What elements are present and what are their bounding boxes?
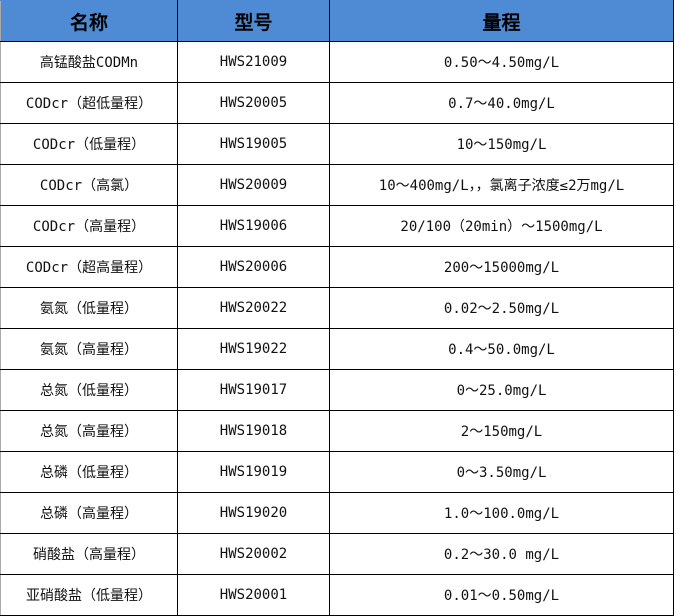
table-row: 氨氮（高量程） HWS19022 0.4～50.0mg/L xyxy=(0,328,674,370)
cell-name: 总磷（高量程） xyxy=(0,492,178,534)
cell-name: 总氮（高量程） xyxy=(0,410,178,452)
cell-range: 0.4～50.0mg/L xyxy=(329,328,674,370)
cell-model: HWS19005 xyxy=(177,123,330,165)
cell-name: CODcr（低量程） xyxy=(0,123,178,165)
cell-range: 0.50～4.50mg/L xyxy=(329,41,674,83)
cell-model: HWS19020 xyxy=(177,492,330,534)
header-name: 名称 xyxy=(0,0,178,42)
cell-range: 0.01～0.50mg/L xyxy=(329,574,674,616)
table-row: CODcr（超低量程） HWS20005 0.7～40.0mg/L xyxy=(0,82,674,124)
cell-range: 200～15000mg/L xyxy=(329,246,674,288)
cell-model: HWS20006 xyxy=(177,246,330,288)
cell-range: 0.2～30.0 mg/L xyxy=(329,533,674,575)
cell-name: 总氮（低量程） xyxy=(0,369,178,411)
cell-model: HWS19006 xyxy=(177,205,330,247)
header-model: 型号 xyxy=(177,0,330,42)
cell-model: HWS19017 xyxy=(177,369,330,411)
cell-range: 1.0～100.0mg/L xyxy=(329,492,674,534)
cell-model: HWS20009 xyxy=(177,164,330,206)
cell-model: HWS19019 xyxy=(177,451,330,493)
table-row: 亚硝酸盐（低量程） HWS20001 0.01～0.50mg/L xyxy=(0,574,674,616)
cell-model: HWS20005 xyxy=(177,82,330,124)
table-row: 高锰酸盐CODMn HWS21009 0.50～4.50mg/L xyxy=(0,41,674,83)
cell-model: HWS20001 xyxy=(177,574,330,616)
header-range: 量程 xyxy=(329,0,674,42)
cell-range: 0～25.0mg/L xyxy=(329,369,674,411)
table-row: 硝酸盐（高量程） HWS20002 0.2～30.0 mg/L xyxy=(0,533,674,575)
cell-model: HWS20022 xyxy=(177,287,330,329)
cell-name: 高锰酸盐CODMn xyxy=(0,41,178,83)
cell-model: HWS20002 xyxy=(177,533,330,575)
cell-name: 总磷（低量程） xyxy=(0,451,178,493)
table-row: CODcr（超高量程） HWS20006 200～15000mg/L xyxy=(0,246,674,288)
cell-range: 0.7～40.0mg/L xyxy=(329,82,674,124)
table-row: 总氮（高量程） HWS19018 2～150mg/L xyxy=(0,410,674,452)
table-row: 总磷（低量程） HWS19019 0～3.50mg/L xyxy=(0,451,674,493)
table-row: 总磷（高量程） HWS19020 1.0～100.0mg/L xyxy=(0,492,674,534)
cell-name: 氨氮（高量程） xyxy=(0,328,178,370)
header-row: 名称 型号 量程 xyxy=(0,0,674,42)
cell-model: HWS19018 xyxy=(177,410,330,452)
cell-name: 亚硝酸盐（低量程） xyxy=(0,574,178,616)
table-row: CODcr（低量程） HWS19005 10～150mg/L xyxy=(0,123,674,165)
cell-model: HWS21009 xyxy=(177,41,330,83)
cell-range: 10～400mg/L，，氯离子浓度≤2万mg/L xyxy=(329,164,674,206)
cell-model: HWS19022 xyxy=(177,328,330,370)
table-row: 氨氮（低量程） HWS20022 0.02～2.50mg/L xyxy=(0,287,674,329)
cell-range: 10～150mg/L xyxy=(329,123,674,165)
cell-name: CODcr（超低量程） xyxy=(0,82,178,124)
cell-name: 氨氮（低量程） xyxy=(0,287,178,329)
table-row: CODcr（高量程） HWS19006 20/100（20min）～1500mg/L xyxy=(0,205,674,247)
cell-range: 2～150mg/L xyxy=(329,410,674,452)
cell-range: 0.02～2.50mg/L xyxy=(329,287,674,329)
table-row: CODcr（高氯） HWS20009 10～400mg/L，，氯离子浓度≤2万mg/… xyxy=(0,164,674,206)
cell-name: 硝酸盐（高量程） xyxy=(0,533,178,575)
cell-range: 20/100（20min）～1500mg/L xyxy=(329,205,674,247)
cell-name: CODcr（高氯） xyxy=(0,164,178,206)
cell-name: CODcr（超高量程） xyxy=(0,246,178,288)
cell-range: 0～3.50mg/L xyxy=(329,451,674,493)
cell-name: CODcr（高量程） xyxy=(0,205,178,247)
table-body: 高锰酸盐CODMn HWS21009 0.50～4.50mg/L CODcr（超低量程… xyxy=(0,41,674,616)
table-row: 总氮（低量程） HWS19017 0～25.0mg/L xyxy=(0,369,674,411)
